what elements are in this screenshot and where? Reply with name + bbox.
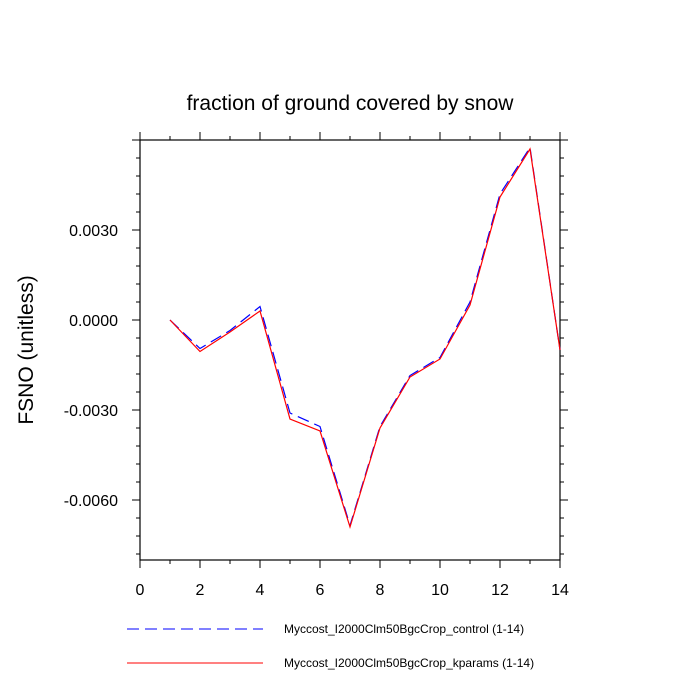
- x-tick-label: 4: [256, 582, 265, 599]
- plot-area: 0 2 4 6 8 10 12 14 0.0030 0.0000 -0.0030 -0.0060: [64, 132, 569, 599]
- x-tick-label: 10: [431, 582, 449, 599]
- legend: Myccost_I2000Clm50BgcCrop_control (1-14)…: [127, 622, 534, 670]
- chart-title: fraction of ground covered by snow: [187, 92, 515, 115]
- x-tick-label: 8: [376, 582, 385, 599]
- legend-label-2: Myccost_I2000Clm50BgcCrop_kparams (1-14): [284, 656, 534, 670]
- y-tick-label: -0.0030: [64, 403, 118, 420]
- series-line-1: [169, 145, 561, 528]
- y-tick-label: 0.0000: [69, 313, 118, 330]
- x-tick-label: 14: [551, 582, 569, 599]
- legend-label-1: Myccost_I2000Clm50BgcCrop_control (1-14): [284, 622, 524, 636]
- y-axis-label: FSNO (unitless): [15, 275, 38, 424]
- y-tick-label: 0.0030: [69, 223, 118, 240]
- y-tick-label: -0.0060: [64, 493, 118, 510]
- x-tick-label: 0: [136, 582, 145, 599]
- x-tick-label: 2: [196, 582, 205, 599]
- x-tick-label: 12: [491, 582, 509, 599]
- x-tick-label: 6: [316, 582, 325, 599]
- series-line-2: [169, 147, 561, 530]
